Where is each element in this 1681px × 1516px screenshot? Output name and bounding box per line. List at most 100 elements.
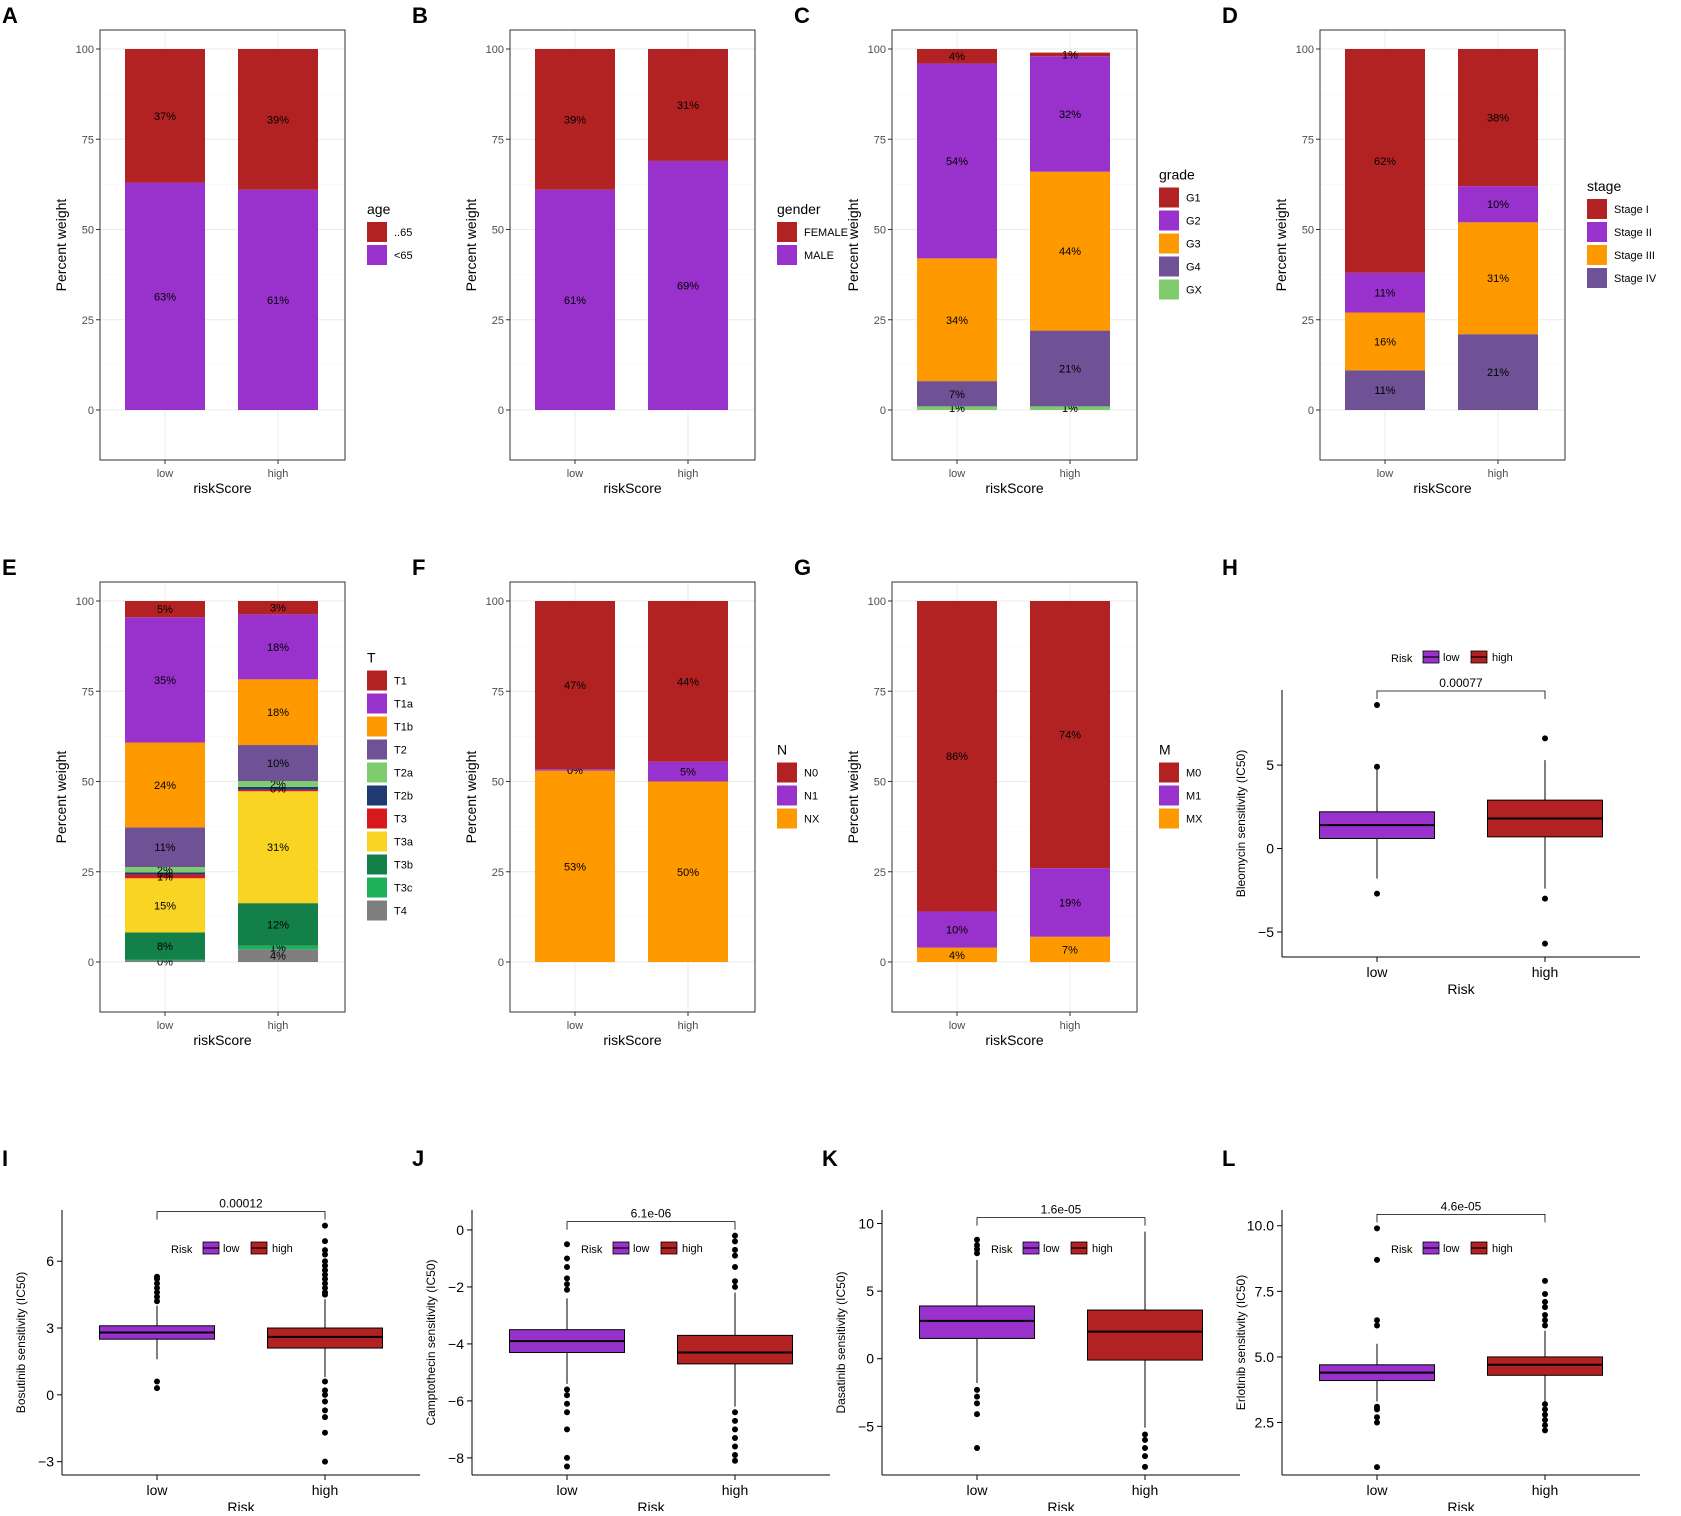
outlier-point (1142, 1436, 1148, 1443)
outlier-point (564, 1275, 570, 1282)
plot-border (99, 581, 346, 1013)
legend-label-low: low (1043, 1243, 1060, 1255)
legend-label: ..65 (394, 227, 412, 239)
y-tick-label: 100 (486, 596, 504, 608)
bar-segment (1030, 330, 1110, 407)
y-axis-title: Dasatinib sensitivity (IC50) (834, 1271, 848, 1413)
bar-segment (1030, 868, 1110, 937)
bar-segment (125, 960, 205, 962)
x-tick-label: high (678, 468, 699, 480)
bar-label: 54% (946, 156, 968, 168)
bar-segment (125, 742, 205, 828)
stacked-chart-A: A 63% 37% 61% 39% 0 25 50 75 100 low high riskScore P… (2, 3, 413, 496)
bar-label: 7% (949, 389, 965, 401)
bar-segment (238, 791, 318, 904)
outlier-point (564, 1255, 570, 1262)
legend-title: gender (777, 201, 821, 217)
outlier-point (1542, 895, 1548, 902)
bar-segment (1030, 601, 1110, 869)
bar-segment (535, 49, 615, 190)
bar-label: 18% (267, 707, 289, 719)
legend-label-high: high (1492, 652, 1513, 664)
legend-label: N1 (804, 791, 818, 803)
bar-segment (125, 867, 205, 873)
outlier-point (732, 1409, 738, 1416)
outlier-point (322, 1238, 328, 1245)
legend-swatch (1159, 256, 1179, 277)
legend-swatch (1587, 245, 1607, 265)
legend-label-low: low (1443, 1243, 1460, 1255)
legend-label: Stage IV (1614, 273, 1657, 285)
bar-segment (1345, 272, 1425, 313)
legend-label: Stage II (1614, 227, 1652, 239)
legend-label-high: high (1492, 1243, 1513, 1255)
bar-label: 69% (677, 280, 699, 292)
x-tick-label: low (966, 1482, 988, 1498)
bar-label: 31% (677, 100, 699, 112)
legend-swatch (1587, 199, 1607, 219)
bar-label: 4% (949, 51, 965, 63)
outlier-point (1542, 1317, 1548, 1324)
x-tick-label: low (567, 1020, 584, 1032)
legend-swatch (777, 808, 797, 829)
panel-letter: K (822, 1146, 838, 1171)
x-tick-label: high (1532, 1482, 1558, 1498)
bar-segment (1458, 222, 1538, 335)
outlier-point (1142, 1463, 1148, 1470)
bar-segment (648, 601, 728, 762)
bar-label: 47% (564, 680, 586, 692)
x-axis-title: Risk (637, 1499, 665, 1511)
bar-segment (125, 878, 205, 933)
bar-segment (238, 786, 318, 790)
bar-segment (125, 182, 205, 410)
y-axis-title: Percent weight (845, 199, 861, 292)
legend-swatch (777, 222, 797, 242)
plot-border (509, 29, 756, 461)
bar-segment (648, 49, 728, 161)
outlier-point (564, 1426, 570, 1433)
y-tick-label: −6 (448, 1393, 464, 1409)
legend-title: stage (1587, 178, 1621, 194)
legend-label: Stage III (1614, 250, 1655, 262)
box-iqr (267, 1327, 383, 1349)
y-axis-title: Percent weight (463, 199, 479, 292)
bar-label: 61% (267, 295, 289, 307)
y-tick-label: 5.0 (1255, 1349, 1275, 1365)
y-tick-label: −2 (448, 1279, 464, 1295)
bar-label: 31% (1487, 273, 1509, 285)
y-tick-label: 75 (492, 134, 504, 146)
legend-swatch (367, 716, 387, 737)
bar-label: 5% (680, 767, 696, 779)
legend-title: Risk (991, 1244, 1013, 1256)
x-tick-label: high (268, 468, 289, 480)
bar-segment (648, 160, 728, 410)
x-axis-title: riskScore (985, 1032, 1044, 1048)
x-tick-label: high (1060, 468, 1081, 480)
outlier-point (154, 1289, 160, 1296)
y-tick-label: −4 (448, 1336, 464, 1352)
panel-letter: L (1222, 1146, 1235, 1171)
x-tick-label: high (722, 1482, 748, 1498)
outlier-point (1374, 1322, 1380, 1329)
legend-title: Risk (1391, 653, 1413, 665)
bar-label: 7% (1062, 944, 1078, 956)
outlier-point (154, 1298, 160, 1305)
outlier-point (322, 1271, 328, 1278)
outlier-point (974, 1444, 980, 1451)
legend-swatch (1159, 233, 1179, 254)
y-tick-label: −5 (1258, 924, 1274, 940)
outlier-point (732, 1457, 738, 1464)
legend-swatch (367, 245, 387, 265)
p-value-label: 0.00012 (219, 1197, 263, 1211)
legend-label: M0 (1186, 768, 1201, 780)
y-tick-label: 0 (880, 957, 886, 969)
bar-label: 3% (270, 603, 286, 615)
legend-title: grade (1159, 167, 1195, 183)
bar-label: 15% (154, 900, 176, 912)
x-axis-title: Risk (227, 1499, 255, 1511)
outlier-point (322, 1251, 328, 1258)
outlier-point (732, 1238, 738, 1245)
y-tick-label: 75 (492, 686, 504, 698)
y-tick-label: 100 (868, 596, 886, 608)
